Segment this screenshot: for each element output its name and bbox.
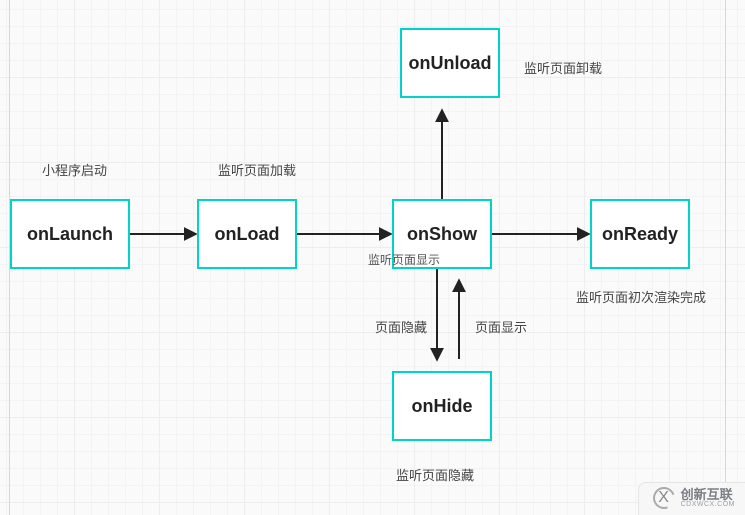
node-onload: onLoad (197, 199, 297, 269)
caption-hide: 监听页面隐藏 (396, 465, 474, 484)
caption-show: 监听页面显示 (368, 251, 440, 268)
caption-pageshow: 页面显示 (475, 317, 527, 336)
watermark-text: 创新互联 (681, 488, 735, 502)
caption-unload: 监听页面卸载 (524, 58, 602, 77)
node-label: onLaunch (27, 224, 113, 245)
node-label: onReady (602, 224, 678, 245)
watermark: X 创新互联 CDXWCX.COM (638, 482, 745, 515)
caption-ready: 监听页面初次渲染完成 (576, 287, 706, 306)
node-onready: onReady (590, 199, 690, 269)
node-label: onHide (412, 396, 473, 417)
node-onlaunch: onLaunch (10, 199, 130, 269)
watermark-sub: CDXWCX.COM (681, 501, 735, 508)
node-label: onShow (407, 224, 477, 245)
node-onhide: onHide (392, 371, 492, 441)
caption-launch: 小程序启动 (42, 160, 107, 179)
node-label: onLoad (215, 224, 280, 245)
node-onunload: onUnload (400, 28, 500, 98)
node-label: onUnload (409, 53, 492, 74)
watermark-icon: X (653, 487, 675, 509)
caption-pagehide: 页面隐藏 (375, 317, 427, 336)
caption-load: 监听页面加载 (218, 160, 296, 179)
